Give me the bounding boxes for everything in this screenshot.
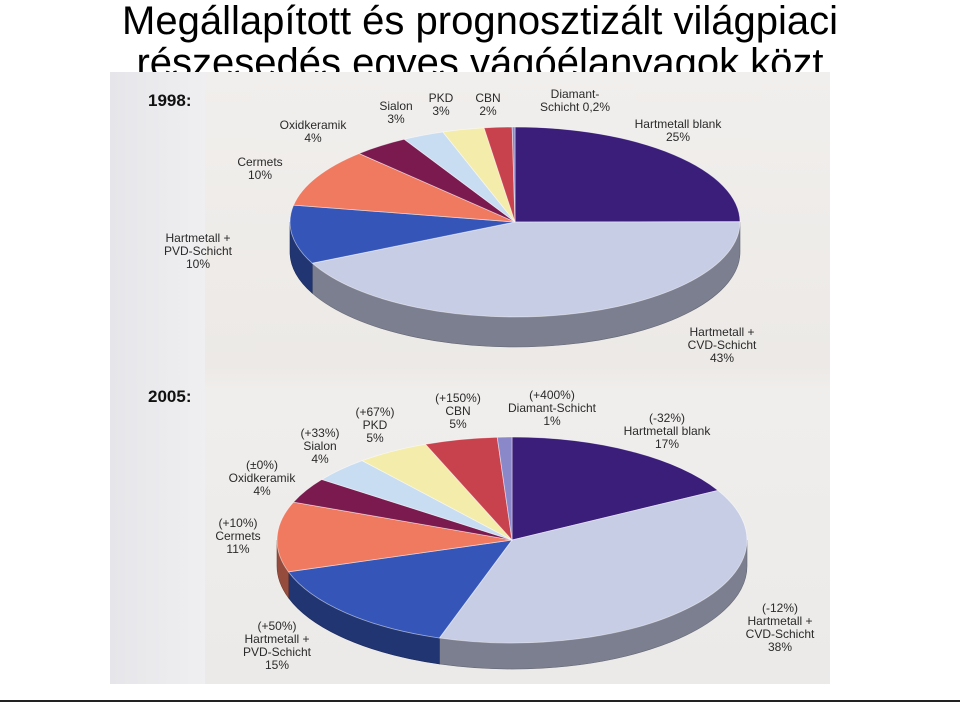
slice-label: CBN 2%	[475, 91, 500, 118]
slice-label: (-32%) Hartmetall blank 17%	[624, 411, 712, 451]
slice-label: Hartmetall blank 25%	[635, 117, 723, 144]
slice-label: Hartmetall + CVD-Schicht 43%	[688, 325, 757, 365]
scanned-figure-margin	[110, 72, 205, 684]
slice-label: Oxidkeramik 4%	[280, 118, 348, 145]
panel-year-label: 1998:	[148, 91, 191, 110]
pie-panel-1: 2005: (-32%) Hartmetall blank 17% (-12%) Hart…	[148, 387, 815, 672]
slice-label: Sialon 3%	[379, 99, 412, 126]
pie-slice	[311, 221, 741, 318]
pie-slice	[292, 153, 516, 223]
title-line-1: Megállapított és prognosztizált világpia…	[122, 0, 838, 43]
pie-slice	[514, 126, 741, 223]
slice-label: (+33%) Sialon 4%	[300, 426, 339, 466]
panel-year-label: 2005:	[148, 387, 191, 406]
pie-slice	[496, 436, 513, 541]
page-title: Megállapított és prognosztizált világpia…	[0, 0, 960, 84]
slice-label: PKD 3%	[429, 91, 454, 118]
slice-label: (-12%) Hartmetall + CVD-Schicht 38%	[746, 601, 815, 654]
slice-label: (+400%) Diamant-Schicht 1%	[508, 388, 597, 428]
slice-label: (±0%) Oxidkeramik 4%	[229, 458, 297, 498]
slice-label: (+67%) PKD 5%	[355, 405, 394, 445]
pie-slice	[287, 539, 513, 639]
slice-label: (+150%) CBN 5%	[435, 391, 481, 431]
slice-label: Hartmetall + PVD-Schicht 10%	[164, 231, 233, 271]
pie-slice	[511, 126, 516, 223]
slice-label: Diamant-Schicht 0,2%	[540, 87, 610, 114]
pie-slice	[276, 501, 513, 573]
pie-slice	[438, 489, 748, 644]
slice-label: Cermets 10%	[237, 155, 282, 182]
bottom-divider	[0, 700, 960, 702]
pie-slice	[289, 204, 516, 264]
pie-panel-0: 1998: Hartmetall blank 25% Hartmetall + CVD-…	[148, 87, 757, 365]
slice-label: (+50%) Hartmetall + PVD-Schicht 15%	[243, 619, 312, 672]
slice-label: (+10%) Cermets 11%	[215, 516, 260, 556]
pie-slice	[511, 436, 719, 541]
